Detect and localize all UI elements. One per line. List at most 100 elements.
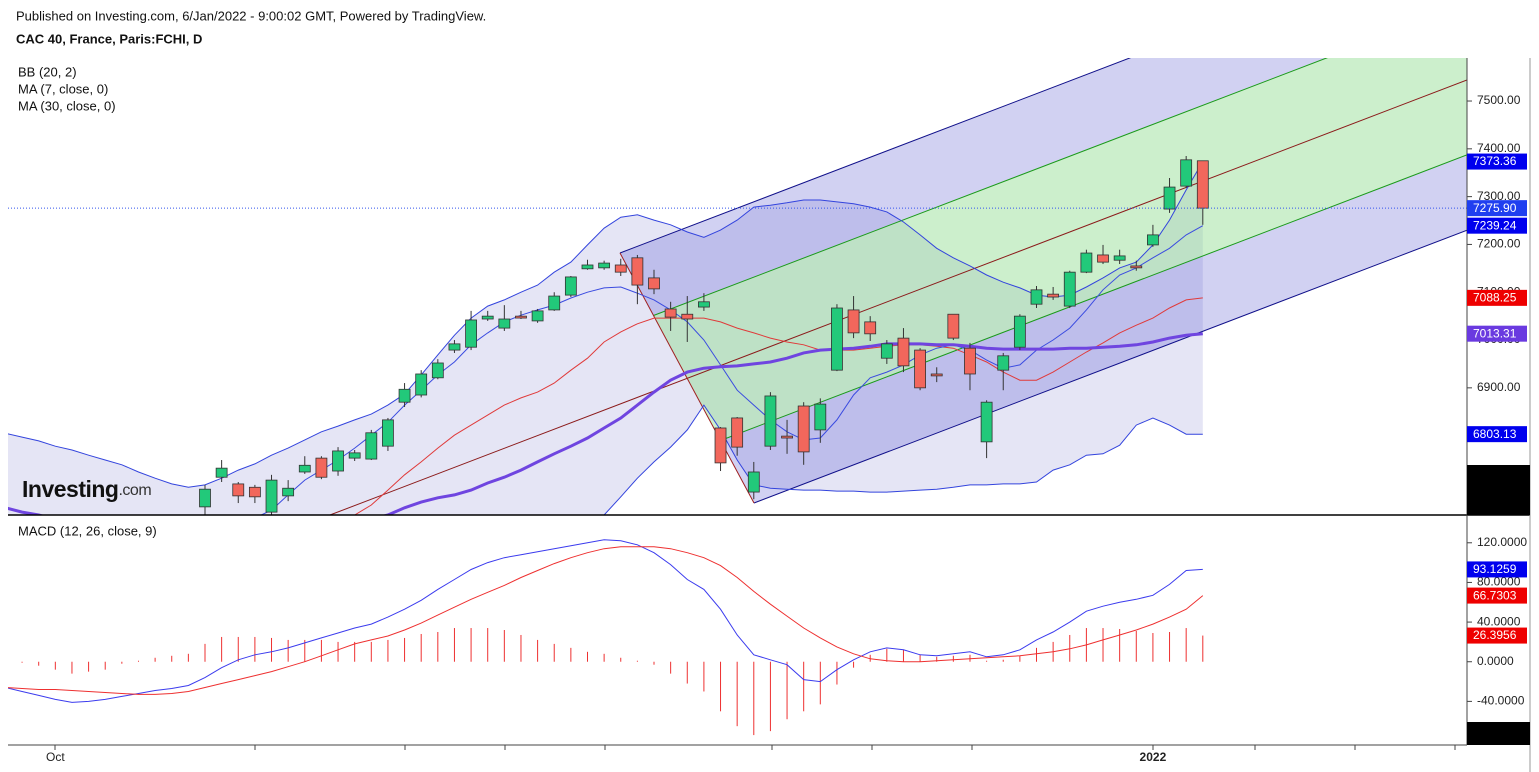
value-tag <box>1467 426 1527 443</box>
value-tag-label: 7013.31 <box>1473 326 1517 340</box>
candle-body <box>481 315 494 320</box>
candle-body <box>1196 160 1209 209</box>
candle-body <box>298 464 311 473</box>
candle-body <box>831 307 843 371</box>
candle-body <box>698 301 710 308</box>
candle-body <box>215 467 228 478</box>
value-tag-label: 7275.90 <box>1473 201 1517 215</box>
candle-body <box>930 373 943 377</box>
candle-body <box>1030 289 1043 305</box>
candle-body <box>465 319 477 348</box>
candle-body <box>664 308 677 318</box>
axis-block <box>1467 722 1530 745</box>
ma-line <box>8 332 1203 515</box>
pitchfork-line <box>619 58 1132 254</box>
candle-body <box>897 337 910 367</box>
pitchfork-fill <box>653 58 1467 441</box>
candle-body <box>1080 252 1093 273</box>
value-tag-label: 7373.36 <box>1473 154 1517 168</box>
candle-body <box>648 277 660 290</box>
value-tag-label: 7088.25 <box>1473 291 1517 305</box>
legend-ma30: MA (30, close, 0) <box>18 98 116 113</box>
candle-body <box>614 264 627 273</box>
candle-body <box>980 401 993 443</box>
candle-body <box>282 487 295 497</box>
symbol: CAC 40, France, Paris:FCHI, D <box>16 31 202 46</box>
y-tick-label: 6900.00 <box>1477 380 1521 394</box>
x-tick-label: Oct <box>46 750 65 764</box>
candle-body <box>947 313 960 339</box>
pitchfork-line <box>653 58 1328 316</box>
value-tag <box>1467 587 1527 604</box>
y-tick-label: 7400.00 <box>1477 141 1521 155</box>
value-tag-label: 93.1259 <box>1473 562 1517 576</box>
y-tick-label: 40.0000 <box>1477 614 1521 628</box>
axis-block <box>1467 465 1530 515</box>
candle-body <box>1047 293 1060 298</box>
macd-line <box>8 546 1204 695</box>
y-tick-label: -40.0000 <box>1477 694 1525 708</box>
candle-body <box>864 321 877 335</box>
candle-body <box>1163 186 1176 210</box>
value-tag <box>1467 561 1527 578</box>
candle-body <box>1113 255 1126 261</box>
published: Published on Investing.com, 6/Jan/2022 -… <box>16 8 486 23</box>
candle-body <box>797 405 810 453</box>
value-tag <box>1467 153 1527 170</box>
candle-body <box>997 355 1010 371</box>
band-lower <box>599 404 1203 515</box>
value-tag-label: 6803.13 <box>1473 427 1517 441</box>
pitchfork-fill <box>620 58 1327 316</box>
pitchfork-median <box>329 79 1467 515</box>
candle-body <box>880 343 893 359</box>
value-tag-label: 7239.24 <box>1473 218 1517 232</box>
macd-pane <box>8 539 1204 736</box>
candle-body <box>531 310 544 322</box>
candle-body <box>415 373 428 396</box>
candle-body <box>1130 265 1143 269</box>
value-tag <box>1467 217 1527 234</box>
logo-suffix: .com <box>118 482 151 499</box>
y-tick-label: 7300.00 <box>1477 189 1521 203</box>
pitchfork-line <box>753 229 1467 504</box>
candle-body <box>847 309 860 334</box>
candle-body <box>714 427 727 464</box>
y-tick-label: 80.0000 <box>1477 575 1521 589</box>
overlay: BB (20, 2) MA (7, close, 0) MA (30, clos… <box>8 58 1531 772</box>
candle-body <box>265 479 278 513</box>
candle-body <box>1013 315 1026 348</box>
macd-line <box>8 539 1203 703</box>
value-tag <box>1467 627 1527 644</box>
candle-body <box>199 488 211 508</box>
candle-body <box>681 313 694 320</box>
candle-body <box>398 388 411 403</box>
y-tick-label: 7500.00 <box>1477 93 1521 107</box>
candle-body <box>365 432 378 460</box>
legend-bb: BB (20, 2) <box>18 64 77 79</box>
candle-body <box>248 486 261 498</box>
value-tag <box>1467 289 1527 306</box>
value-tag <box>1467 200 1527 217</box>
logo-text: Investing <box>22 476 118 502</box>
candle-body <box>914 349 926 389</box>
candle-body <box>232 483 245 497</box>
candle-body <box>1097 254 1109 263</box>
candle-body <box>431 362 444 379</box>
logo: Investing.com <box>22 476 151 502</box>
candle-body <box>498 318 511 329</box>
candle-body <box>598 262 611 269</box>
candle-body <box>1180 159 1193 187</box>
candle-body <box>332 450 344 472</box>
candle-body <box>764 395 777 447</box>
candle-body <box>731 417 744 448</box>
main-pane <box>8 58 1467 515</box>
candle-body <box>315 457 328 478</box>
pitchfork-fill <box>720 154 1467 503</box>
value-tag <box>1467 325 1527 342</box>
candle-body <box>1063 271 1076 307</box>
candle-body <box>964 347 976 375</box>
value-tag-label: 66.7303 <box>1473 588 1517 602</box>
candle-body <box>814 403 827 431</box>
